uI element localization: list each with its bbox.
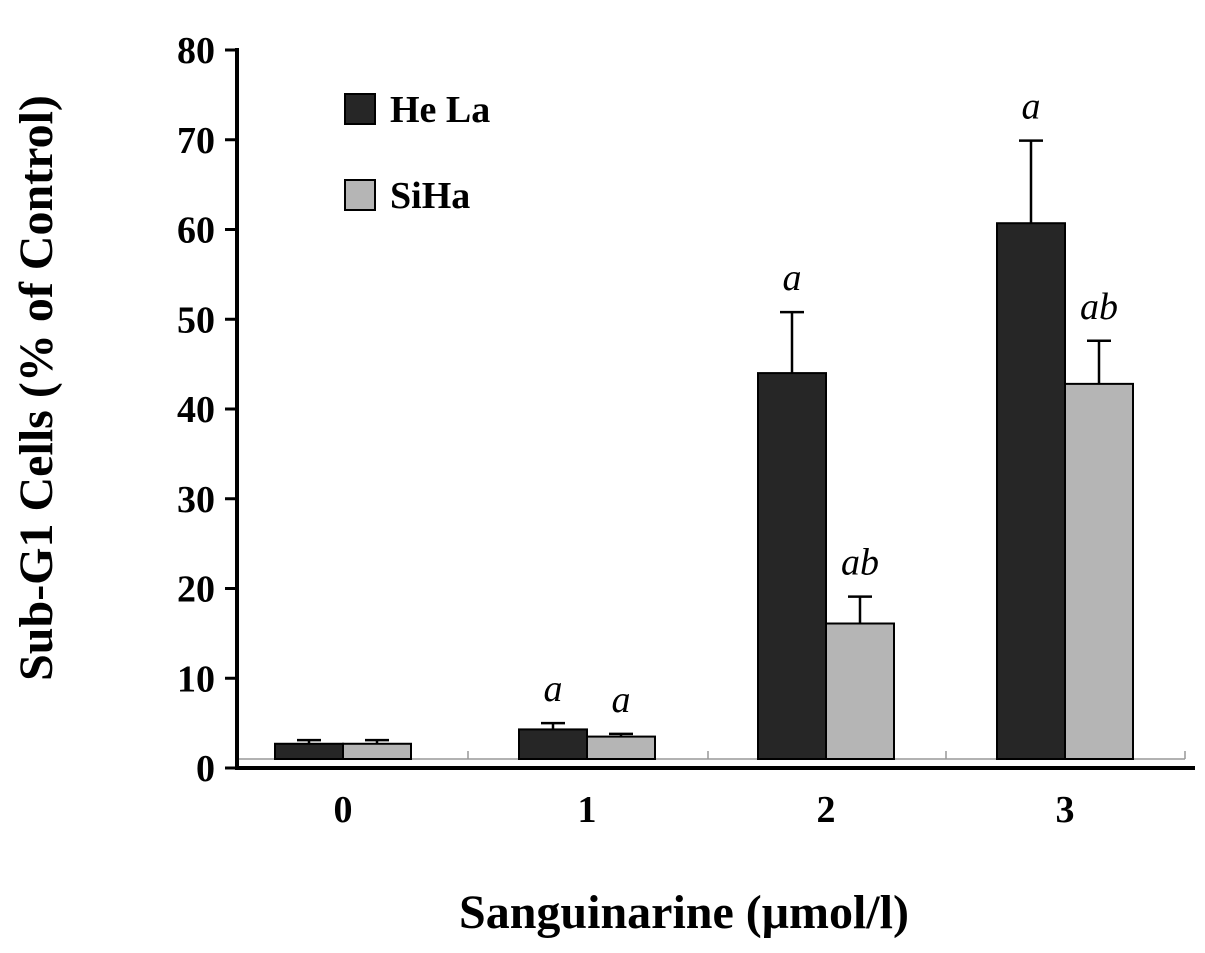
significance-label-hela-3: a: [1022, 86, 1041, 128]
legend-swatch-hela: [344, 93, 376, 125]
y-tick-label-80: 80: [177, 30, 215, 72]
plot-area: 0 10 20 30 40 50 60 70 80 0 1 2 3 a a a a ab ab: [177, 30, 1195, 831]
x-tick-label-0: 0: [334, 789, 353, 831]
x-tick-label-1: 1: [578, 789, 597, 831]
bar-hela-1: [518, 728, 588, 760]
bar-siha-3: [1064, 382, 1134, 760]
legend-label-siha: SiHa: [390, 175, 470, 217]
y-tick-label-70: 70: [177, 120, 215, 162]
legend-label-hela: He La: [390, 89, 490, 131]
y-tick-label-50: 50: [177, 299, 215, 341]
x-axis-title: Sanguinarine (μmol/l): [459, 886, 909, 939]
bar-hela-0: [274, 742, 344, 761]
bar-siha-0: [342, 742, 412, 761]
significance-label-siha-2: ab: [841, 542, 879, 584]
y-tick-label-30: 30: [177, 479, 215, 521]
bar-hela-3: [996, 222, 1066, 760]
bar-siha-1: [586, 735, 656, 761]
significance-label-hela-2: a: [783, 257, 802, 299]
y-axis-title: Sub-G1 Cells (% of Control): [10, 95, 63, 681]
bar-siha-2: [825, 622, 895, 760]
significance-label-siha-1: a: [612, 679, 631, 721]
bar-hela-2: [757, 372, 827, 760]
legend-swatch-siha: [344, 179, 376, 211]
y-tick-label-0: 0: [196, 748, 215, 790]
y-tick-label-40: 40: [177, 389, 215, 431]
x-tick-label-2: 2: [817, 789, 836, 831]
x-tick-label-3: 3: [1056, 789, 1075, 831]
y-tick-label-20: 20: [177, 569, 215, 611]
legend: He La SiHa: [344, 89, 490, 217]
y-tick-label-10: 10: [177, 658, 215, 700]
significance-label-hela-1: a: [544, 668, 563, 710]
y-tick-label-60: 60: [177, 210, 215, 252]
significance-label-siha-3: ab: [1080, 286, 1118, 328]
